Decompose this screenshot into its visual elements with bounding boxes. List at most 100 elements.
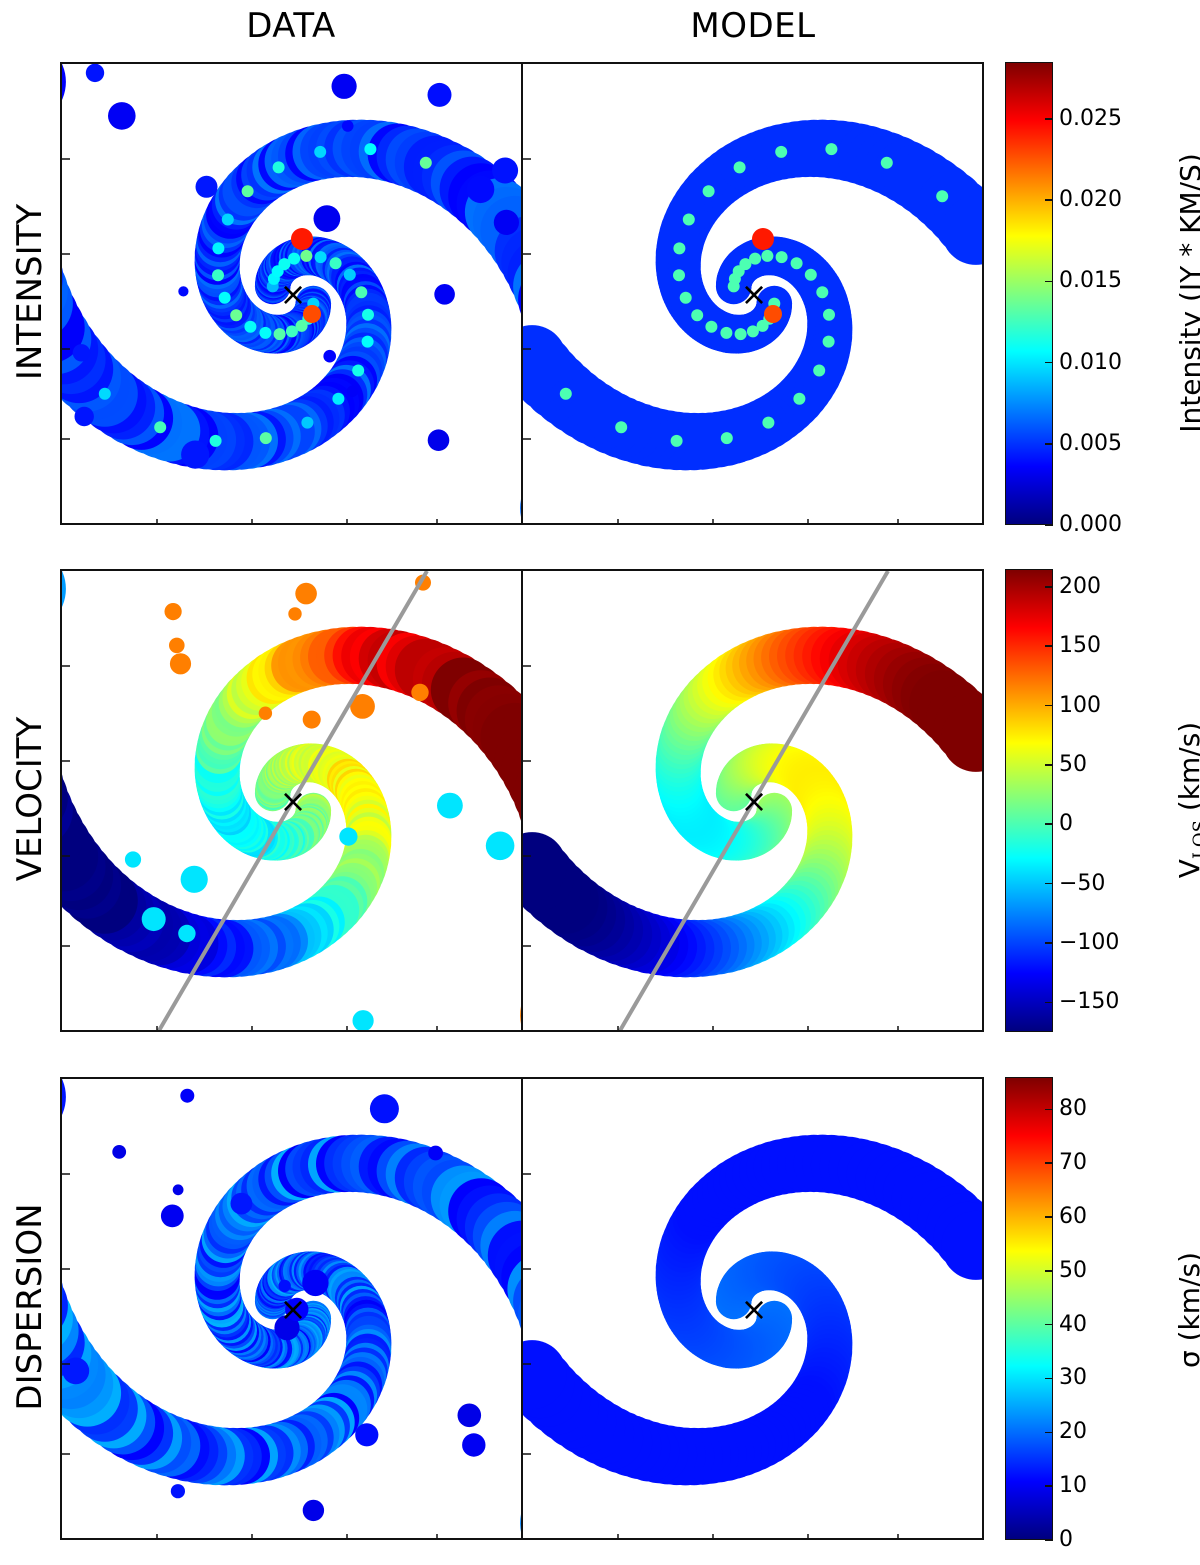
intensity-knot bbox=[259, 432, 272, 445]
isolated-clump bbox=[181, 440, 210, 469]
isolated-clump bbox=[295, 582, 317, 605]
isolated-clump bbox=[339, 827, 358, 846]
dispersion-data-map-svg: × bbox=[62, 1079, 521, 1538]
spiral-arm-blob bbox=[62, 774, 64, 794]
column-title-data: DATA bbox=[246, 6, 336, 46]
intensity-knot bbox=[352, 364, 365, 377]
colorbar-tick-label: 10 bbox=[1059, 1473, 1087, 1499]
intensity-knot bbox=[790, 257, 803, 270]
colorbar-tick bbox=[1045, 1323, 1053, 1326]
intensity-peak bbox=[764, 305, 782, 323]
isolated-clump bbox=[427, 82, 452, 107]
isolated-clump bbox=[178, 924, 196, 943]
intensity-knot bbox=[804, 268, 817, 281]
center-marker: × bbox=[280, 1290, 307, 1328]
colorbar-tick bbox=[1045, 524, 1053, 526]
row-title-intensity: INTENSITY bbox=[10, 203, 50, 381]
intensity-knot bbox=[361, 335, 374, 348]
intensity-knot bbox=[272, 161, 285, 174]
colorbar-tick bbox=[1045, 882, 1053, 885]
intensity-knot bbox=[739, 258, 752, 271]
spiral-arm-blob bbox=[518, 1300, 521, 1329]
intensity-knot bbox=[679, 291, 692, 304]
isolated-clump bbox=[457, 1403, 482, 1428]
colorbar-tick bbox=[1045, 1216, 1053, 1218]
center-marker: × bbox=[280, 782, 307, 820]
intensity-knot bbox=[775, 251, 788, 264]
isolated-clump bbox=[62, 1357, 90, 1385]
isolated-clump bbox=[278, 1279, 291, 1293]
intensity-knot bbox=[702, 185, 715, 198]
colorbar-tick-label: 0.025 bbox=[1059, 105, 1122, 131]
intensity-knot bbox=[300, 249, 313, 262]
intensity-knot bbox=[355, 286, 368, 299]
isolated-clump bbox=[288, 607, 302, 621]
isolated-clump bbox=[427, 429, 450, 452]
isolated-clump bbox=[302, 1269, 329, 1297]
colorbar-tick bbox=[1045, 443, 1053, 445]
intensity-knot bbox=[343, 268, 356, 281]
intensity-knot bbox=[329, 257, 342, 270]
velocity-colorbar-title: VLOS (km/s) bbox=[1172, 620, 1200, 980]
isolated-clump bbox=[172, 1184, 184, 1196]
intensity-knot bbox=[278, 258, 291, 271]
row-title-dispersion: DISPERSION bbox=[10, 1203, 50, 1411]
intensity-knot bbox=[705, 320, 718, 333]
spiral-arm-blob bbox=[520, 1006, 521, 1024]
colorbar-tick-label: 150 bbox=[1059, 633, 1101, 659]
colorbar-tick-label: 0 bbox=[1059, 811, 1073, 837]
dispersion-model-map: × bbox=[521, 1077, 984, 1540]
intensity-knot bbox=[756, 319, 769, 332]
colorbar-tick bbox=[1045, 1431, 1053, 1434]
column-title-model: MODEL bbox=[690, 6, 816, 46]
isolated-clump bbox=[485, 831, 515, 861]
intensity-knot bbox=[364, 143, 377, 156]
isolated-clump bbox=[352, 1010, 374, 1030]
velocity-colorbar-title-sub: LOS bbox=[1189, 820, 1200, 860]
intensity-knot bbox=[749, 252, 762, 265]
spiral-arm-blob bbox=[62, 571, 66, 607]
intensity-knot bbox=[314, 145, 327, 158]
intensity-data-map-svg: × bbox=[62, 64, 521, 523]
isolated-clump bbox=[331, 73, 357, 99]
velocity-data-map: × bbox=[60, 569, 523, 1032]
intensity-knot bbox=[244, 320, 257, 333]
intensity-knot bbox=[720, 432, 733, 445]
intensity-knot bbox=[288, 252, 301, 265]
isolated-clump bbox=[350, 694, 375, 719]
colorbar-tick-label: 70 bbox=[1059, 1150, 1087, 1176]
spiral-arm-blob bbox=[62, 270, 68, 311]
isolated-clump bbox=[180, 865, 208, 893]
isolated-clump bbox=[285, 1297, 309, 1322]
isolated-clump bbox=[180, 1088, 195, 1103]
colorbar-tick-label: 20 bbox=[1059, 1419, 1087, 1445]
colorbar-tick bbox=[1045, 1377, 1053, 1380]
colorbar-tick bbox=[1045, 199, 1053, 201]
intensity-knot bbox=[230, 309, 243, 322]
spiral-arm-blob bbox=[520, 1514, 521, 1532]
colorbar-tick-label: 50 bbox=[1059, 1257, 1087, 1283]
colorbar-tick bbox=[1045, 1485, 1053, 1487]
major-axis-line bbox=[618, 571, 890, 1030]
colorbar-tick bbox=[1045, 823, 1053, 825]
colorbar-tick-label: −100 bbox=[1059, 929, 1120, 955]
velocity-model-map: × bbox=[521, 569, 984, 1032]
intensity-knot bbox=[419, 156, 432, 169]
spiral-arm-blob bbox=[62, 1282, 64, 1302]
intensity-colorbar-ticks: 0.000 0.005 0.010 0.015 0.020 0.025 bbox=[1005, 62, 1122, 537]
isolated-clump bbox=[355, 1423, 379, 1447]
isolated-clump bbox=[169, 653, 192, 675]
intensity-knot bbox=[691, 309, 704, 322]
intensity-knot bbox=[682, 213, 695, 226]
colorbar-tick-label: 0.000 bbox=[1059, 512, 1122, 537]
colorbar-tick-label: 0.010 bbox=[1059, 349, 1122, 375]
colorbar-tick-label: 80 bbox=[1059, 1096, 1087, 1122]
intensity-knot bbox=[761, 249, 774, 262]
isolated-clump bbox=[493, 209, 519, 235]
spiral-arm-blob bbox=[62, 1285, 68, 1326]
isolated-clump bbox=[108, 102, 136, 130]
intensity-knot bbox=[559, 387, 572, 400]
intensity-knot bbox=[301, 416, 314, 429]
velocity-colorbar-title-main: V bbox=[1173, 859, 1200, 878]
colorbar-tick-label: 60 bbox=[1059, 1203, 1087, 1229]
